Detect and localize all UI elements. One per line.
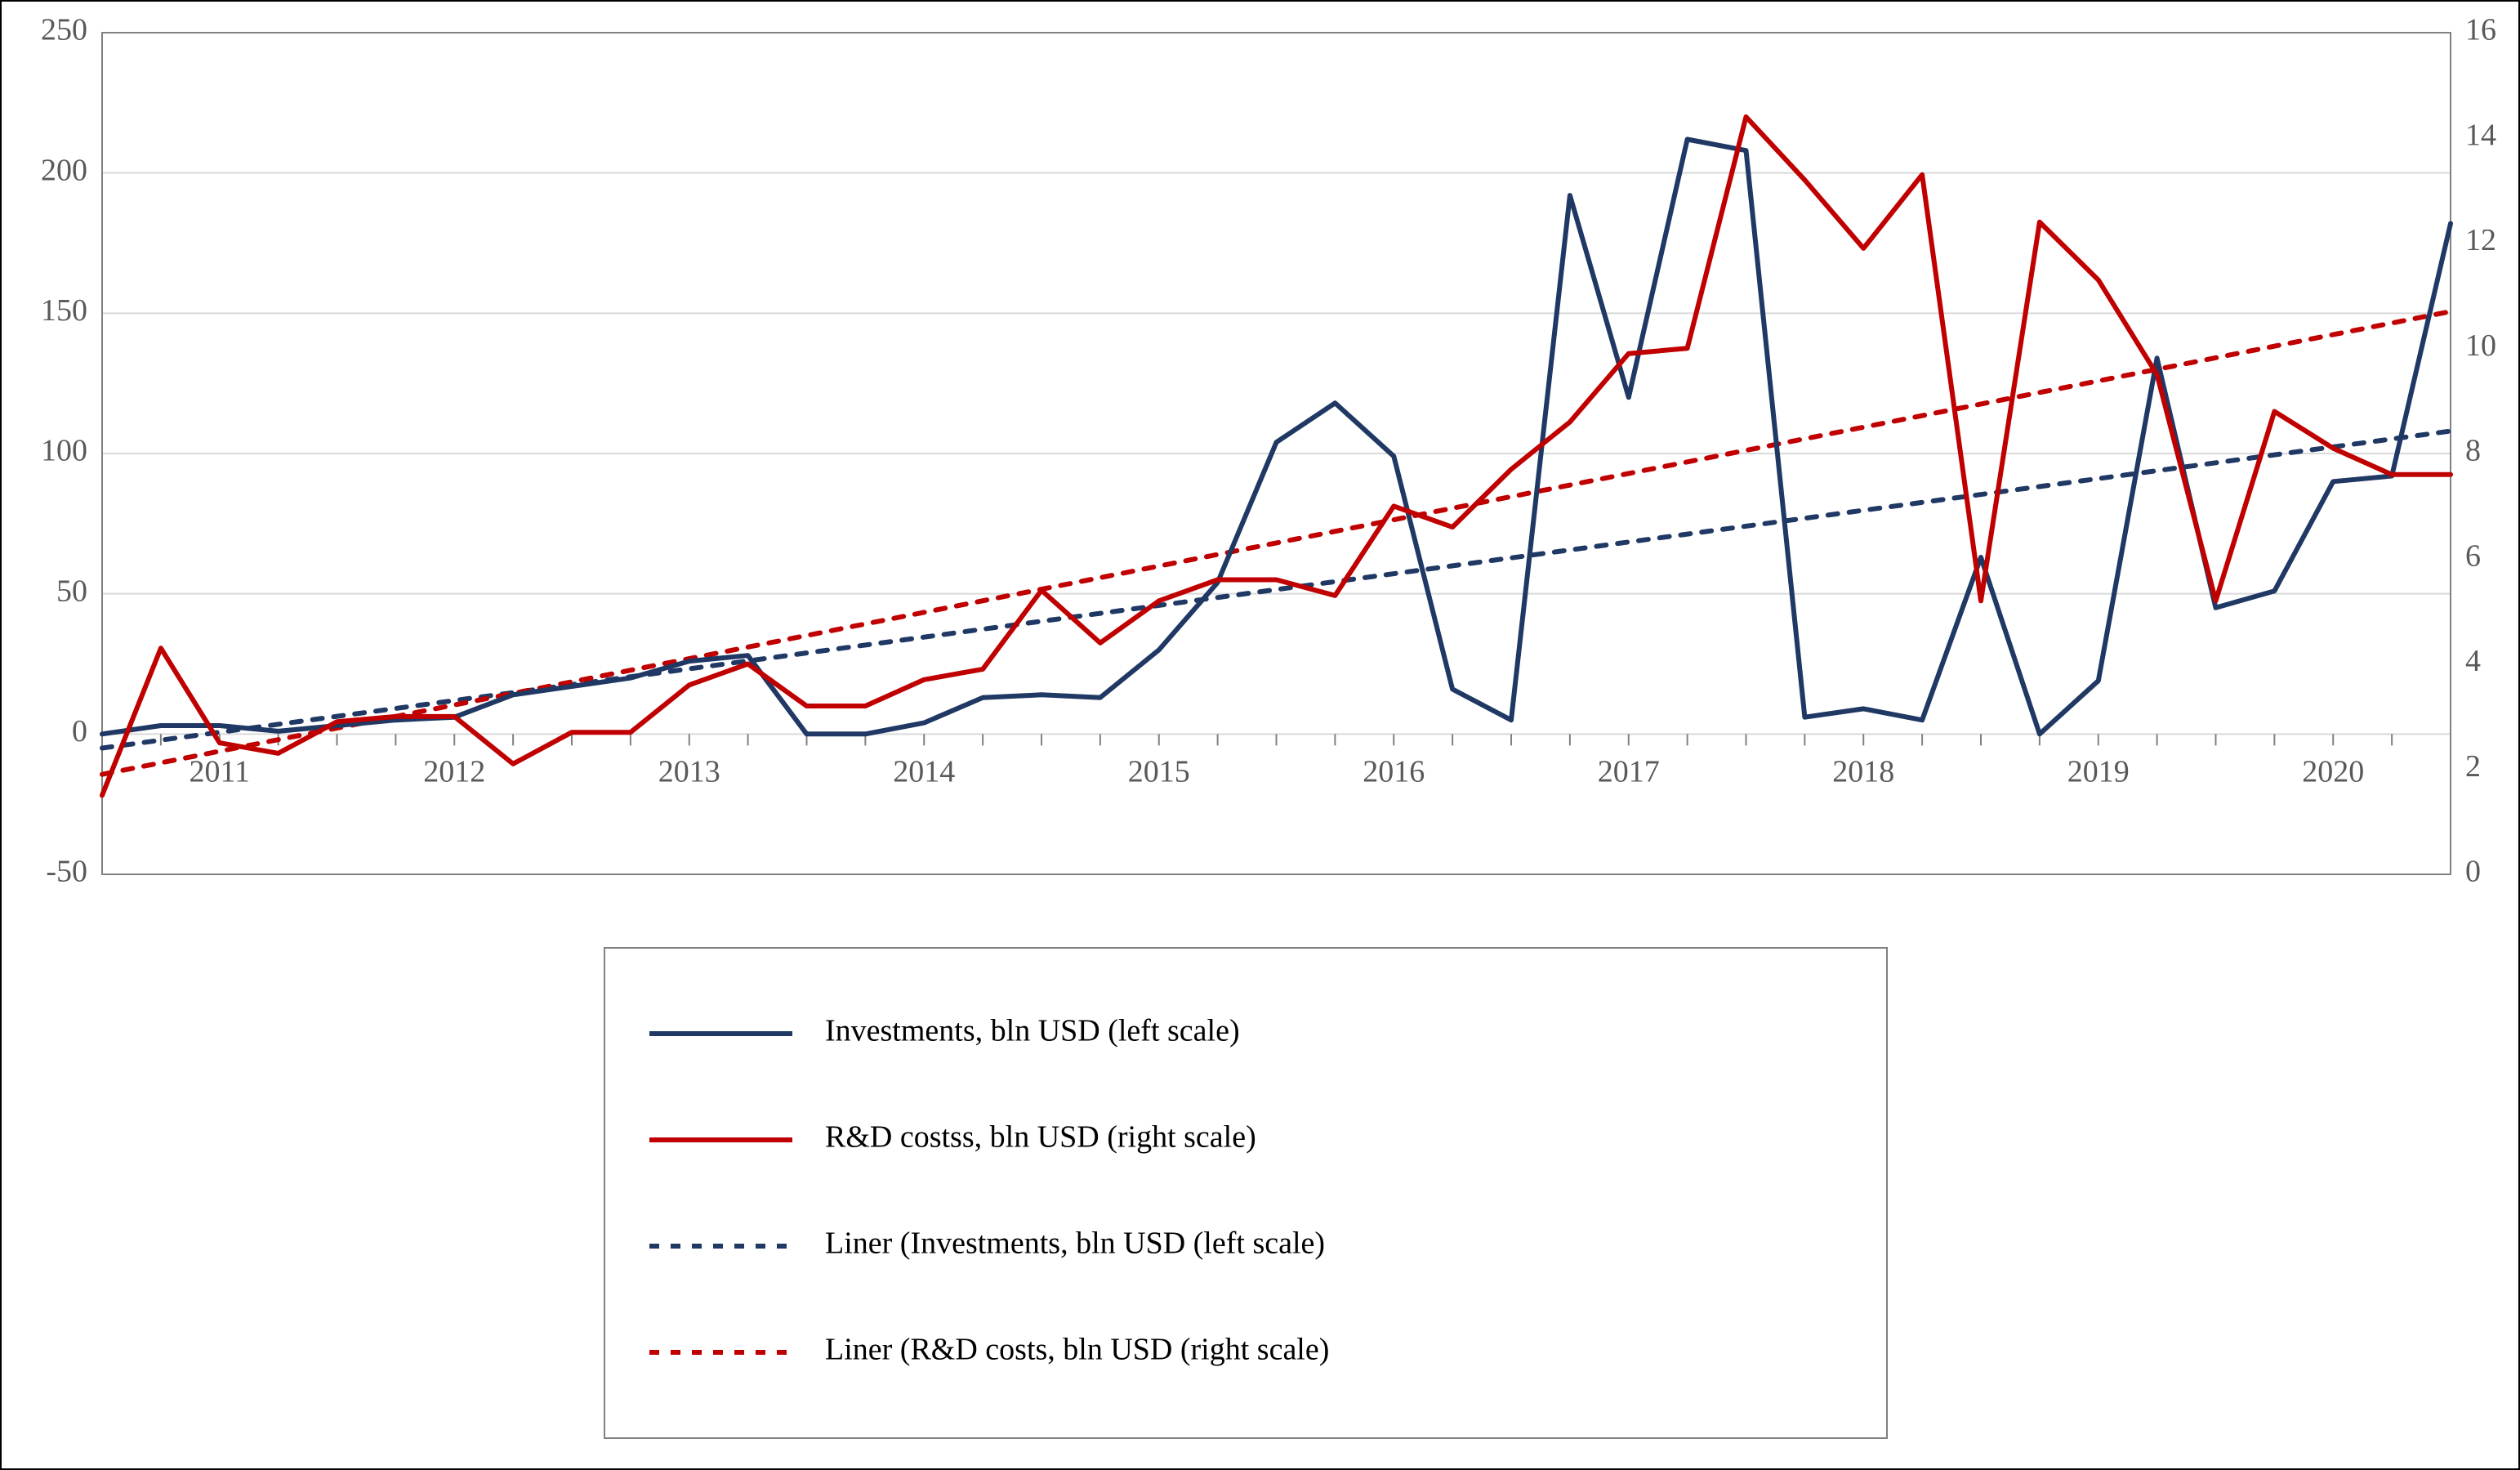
x-tick-label: 2011: [189, 754, 250, 789]
x-tick-label: 2014: [893, 754, 955, 789]
x-tick-label: 2017: [1598, 754, 1660, 789]
series-rd-costs: [102, 117, 2451, 795]
y-left-tick-label: 50: [56, 574, 87, 608]
x-tick-label: 2013: [658, 754, 720, 789]
y-right-tick-label: 6: [2465, 538, 2481, 573]
legend-label: Investments, bln USD (left scale): [825, 1014, 1240, 1048]
y-right-tick-label: 16: [2465, 13, 2496, 47]
y-right-tick-label: 2: [2465, 749, 2481, 784]
y-right-tick-label: 10: [2465, 328, 2496, 363]
y-left-axis: -50 0 50 100 150 200 250: [41, 13, 87, 889]
series-investments-trend: [102, 431, 2451, 748]
y-right-tick-label: 4: [2465, 644, 2481, 678]
legend: Investments, bln USD (left scale) R&D cos…: [604, 948, 1887, 1438]
y-right-tick-label: 8: [2465, 434, 2481, 468]
gridlines: [102, 33, 2451, 874]
legend-label: R&D costss, bln USD (right scale): [825, 1120, 1256, 1155]
y-left-tick-label: 150: [41, 293, 87, 328]
y-right-axis: 0 2 4 6 8 10 12 14 16: [2465, 13, 2496, 889]
y-right-tick-label: 0: [2465, 855, 2481, 889]
chart-svg: -500501001502002500246810121416201120122…: [0, 0, 2520, 1470]
legend-label: Liner (Investments, bln USD (left scale): [825, 1226, 1325, 1261]
y-left-tick-label: 250: [41, 13, 87, 47]
y-left-tick-label: 100: [41, 434, 87, 468]
x-tick-label: 2020: [2302, 754, 2364, 789]
x-axis: 2011 2012 2013 2014 2015 2016 2017 2018 2019 2020: [102, 734, 2451, 789]
dual-axis-line-chart: -500501001502002500246810121416201120122…: [0, 0, 2520, 1470]
x-tick-label: 2019: [2067, 754, 2130, 789]
y-right-tick-label: 12: [2465, 223, 2496, 257]
x-tick-label: 2015: [1128, 754, 1190, 789]
y-left-tick-label: -50: [46, 855, 87, 889]
legend-label: Liner (R&D costs, bln USD (right scale): [825, 1333, 1329, 1367]
x-tick-label: 2016: [1363, 754, 1425, 789]
x-tick-label: 2012: [423, 754, 485, 789]
y-left-tick-label: 200: [41, 153, 87, 187]
y-right-tick-label: 14: [2465, 118, 2496, 152]
y-left-tick-label: 0: [72, 714, 87, 748]
x-tick-label: 2018: [1832, 754, 1894, 789]
series-rd-trend: [102, 311, 2451, 775]
series-group: [102, 117, 2451, 795]
series-investments: [102, 140, 2451, 735]
